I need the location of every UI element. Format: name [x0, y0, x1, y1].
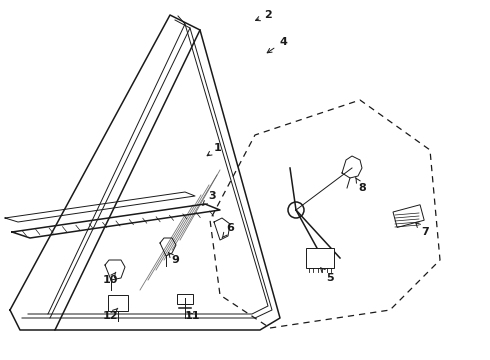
Text: 5: 5 — [320, 268, 334, 283]
Text: 1: 1 — [207, 143, 222, 156]
Text: 3: 3 — [203, 191, 216, 205]
Text: 12: 12 — [102, 308, 118, 321]
Bar — [393, 205, 424, 228]
Text: 10: 10 — [102, 272, 118, 285]
Bar — [108, 295, 128, 311]
Text: 11: 11 — [184, 311, 200, 321]
Text: 4: 4 — [267, 37, 287, 53]
Text: 7: 7 — [416, 223, 429, 237]
Text: 8: 8 — [356, 178, 366, 193]
Text: 9: 9 — [168, 252, 179, 265]
Text: 6: 6 — [222, 223, 234, 238]
Bar — [306, 248, 334, 268]
Bar — [177, 294, 193, 304]
Text: 2: 2 — [256, 10, 272, 21]
